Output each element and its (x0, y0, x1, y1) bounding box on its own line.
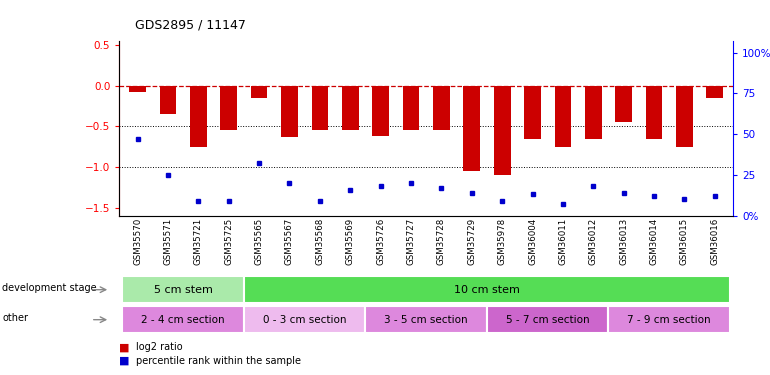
Text: GSM35725: GSM35725 (224, 218, 233, 265)
Text: percentile rank within the sample: percentile rank within the sample (136, 356, 301, 366)
Text: ■: ■ (119, 342, 130, 352)
Bar (281, 86, 298, 137)
Bar (220, 86, 237, 130)
Bar (494, 86, 511, 175)
Bar (608, 306, 730, 333)
Bar (646, 86, 662, 139)
Text: GSM36016: GSM36016 (710, 218, 719, 265)
Text: GSM35568: GSM35568 (316, 218, 324, 265)
Bar (433, 86, 450, 130)
Text: GSM36013: GSM36013 (619, 218, 628, 265)
Bar (615, 86, 632, 122)
Text: 2 - 4 cm section: 2 - 4 cm section (142, 315, 225, 325)
Text: GSM36015: GSM36015 (680, 218, 689, 265)
Bar (190, 86, 206, 147)
Bar (554, 86, 571, 147)
Text: GSM35978: GSM35978 (497, 218, 507, 265)
Bar (342, 86, 359, 130)
Bar (159, 86, 176, 114)
Bar (244, 306, 366, 333)
Text: GSM35570: GSM35570 (133, 218, 142, 265)
Text: GDS2895 / 11147: GDS2895 / 11147 (135, 19, 246, 32)
Text: GSM36011: GSM36011 (558, 218, 567, 265)
Bar (251, 86, 267, 98)
Text: GSM35726: GSM35726 (376, 218, 385, 265)
Text: GSM36012: GSM36012 (589, 218, 598, 265)
Bar (487, 306, 608, 333)
Bar (312, 86, 328, 130)
Bar (122, 276, 244, 303)
Text: GSM35567: GSM35567 (285, 218, 294, 265)
Text: log2 ratio: log2 ratio (136, 342, 183, 352)
Text: GSM35569: GSM35569 (346, 218, 355, 265)
Text: GSM35729: GSM35729 (467, 218, 477, 265)
Text: 0 - 3 cm section: 0 - 3 cm section (263, 315, 346, 325)
Text: 7 - 9 cm section: 7 - 9 cm section (628, 315, 711, 325)
Bar (366, 306, 487, 333)
Text: 3 - 5 cm section: 3 - 5 cm section (384, 315, 468, 325)
Bar (585, 86, 601, 139)
Bar (244, 276, 730, 303)
Bar (524, 86, 541, 139)
Text: GSM35728: GSM35728 (437, 218, 446, 265)
Text: 5 - 7 cm section: 5 - 7 cm section (506, 315, 590, 325)
Bar (122, 306, 244, 333)
Text: GSM36014: GSM36014 (650, 218, 658, 265)
Text: other: other (2, 313, 28, 323)
Bar (129, 86, 146, 92)
Bar (706, 86, 723, 98)
Text: development stage: development stage (2, 283, 97, 293)
Text: GSM35565: GSM35565 (255, 218, 263, 265)
Bar (676, 86, 693, 147)
Text: 5 cm stem: 5 cm stem (154, 285, 213, 295)
Text: ■: ■ (119, 356, 130, 366)
Text: GSM35721: GSM35721 (194, 218, 203, 265)
Text: GSM36004: GSM36004 (528, 218, 537, 265)
Text: GSM35727: GSM35727 (407, 218, 416, 265)
Bar (403, 86, 420, 130)
Bar (372, 86, 389, 136)
Text: GSM35571: GSM35571 (163, 218, 172, 265)
Text: 10 cm stem: 10 cm stem (454, 285, 520, 295)
Bar (464, 86, 480, 171)
